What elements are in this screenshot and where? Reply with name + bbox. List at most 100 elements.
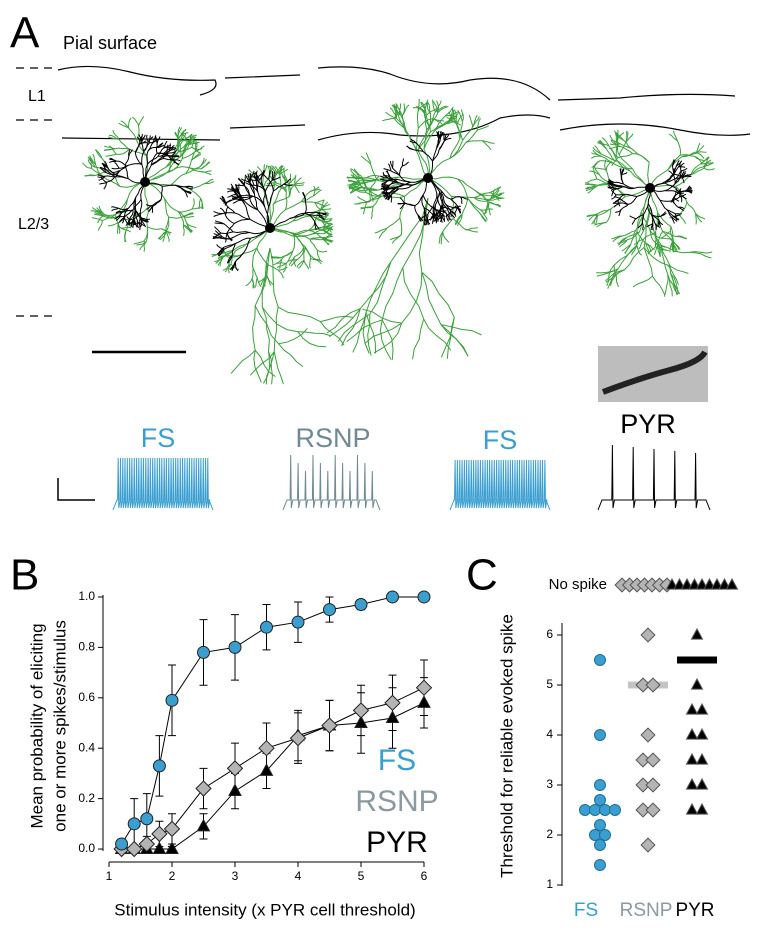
neurite bbox=[177, 127, 183, 138]
neurite bbox=[115, 214, 121, 221]
y-axis-title: Mean probability of eliciting bbox=[27, 623, 46, 828]
neurite bbox=[109, 160, 117, 163]
neurite bbox=[426, 214, 429, 223]
neurite bbox=[309, 258, 312, 269]
neurite bbox=[124, 156, 130, 166]
neurite bbox=[320, 199, 325, 210]
neurite bbox=[370, 206, 374, 220]
data-point bbox=[152, 841, 167, 855]
neurite bbox=[106, 169, 116, 178]
neurite bbox=[312, 257, 323, 263]
y-tick-label: 0.2 bbox=[78, 791, 95, 805]
neurite bbox=[277, 269, 284, 279]
neurite bbox=[432, 148, 438, 162]
neurite bbox=[143, 142, 150, 152]
data-point bbox=[258, 740, 275, 757]
neurite bbox=[629, 215, 636, 220]
neurite bbox=[141, 151, 145, 165]
neurite bbox=[592, 146, 602, 155]
neurite bbox=[406, 145, 414, 151]
data-point bbox=[589, 804, 601, 816]
neurite bbox=[182, 212, 194, 218]
neurite bbox=[457, 109, 463, 122]
y-axis-title: one or more spikes/stimulus bbox=[50, 620, 69, 832]
neurite bbox=[317, 212, 325, 220]
neurite bbox=[449, 209, 452, 218]
neurite bbox=[689, 251, 713, 254]
neurite bbox=[652, 275, 666, 296]
neurite bbox=[273, 351, 284, 385]
neurite bbox=[368, 192, 383, 203]
neurite bbox=[397, 202, 406, 205]
neurite bbox=[95, 164, 104, 177]
neurite bbox=[217, 248, 225, 257]
neurite bbox=[182, 216, 194, 218]
neurite bbox=[695, 213, 706, 220]
neurite bbox=[224, 206, 229, 216]
neurite bbox=[268, 190, 274, 207]
neurite bbox=[658, 245, 661, 257]
neurite bbox=[431, 216, 435, 224]
neurite bbox=[230, 261, 236, 271]
neurite bbox=[104, 175, 115, 178]
neurite bbox=[402, 267, 425, 320]
pial-label: Pial surface bbox=[63, 33, 157, 53]
data-point bbox=[635, 802, 651, 818]
neurite bbox=[489, 201, 501, 208]
neurite bbox=[365, 312, 377, 354]
neurite bbox=[663, 274, 669, 297]
neurite bbox=[617, 245, 637, 270]
data-point bbox=[354, 715, 368, 728]
neurite bbox=[283, 168, 286, 179]
neurite bbox=[617, 239, 628, 244]
neurite bbox=[433, 215, 440, 222]
median-bar bbox=[677, 656, 717, 664]
neurite bbox=[675, 185, 688, 203]
neurite bbox=[136, 220, 142, 228]
data-point bbox=[685, 702, 699, 715]
neurite bbox=[297, 260, 305, 269]
neurite bbox=[356, 201, 369, 205]
neurite bbox=[315, 209, 322, 219]
neurite bbox=[181, 144, 187, 159]
neurite bbox=[624, 247, 645, 271]
neurite bbox=[432, 149, 440, 162]
neurite bbox=[189, 188, 201, 199]
neurite bbox=[615, 133, 618, 145]
neurite bbox=[273, 183, 284, 192]
data-point bbox=[645, 802, 661, 818]
neurite bbox=[585, 186, 597, 192]
neurite bbox=[104, 215, 119, 219]
neurite bbox=[619, 145, 633, 154]
neurite bbox=[373, 322, 403, 354]
neurite bbox=[405, 131, 419, 151]
neurite bbox=[381, 267, 404, 320]
data-point bbox=[695, 752, 709, 765]
neurite bbox=[303, 260, 309, 270]
neurite bbox=[261, 307, 270, 352]
data-point bbox=[260, 620, 273, 634]
neurite bbox=[676, 235, 687, 239]
neurite bbox=[592, 165, 600, 176]
neurite bbox=[146, 204, 153, 210]
neurite bbox=[424, 113, 428, 131]
neurite bbox=[685, 189, 693, 192]
data-point bbox=[635, 777, 651, 793]
neurite bbox=[128, 163, 142, 166]
neurite bbox=[111, 206, 119, 209]
neurite bbox=[386, 217, 401, 229]
neurite bbox=[302, 191, 306, 202]
neurite bbox=[398, 184, 412, 187]
neurite bbox=[283, 183, 293, 187]
neurite bbox=[413, 149, 424, 152]
neurite bbox=[618, 141, 627, 156]
neurite bbox=[601, 137, 610, 147]
data-point bbox=[645, 677, 661, 693]
neurite bbox=[670, 273, 681, 295]
neurite bbox=[440, 205, 451, 211]
neurite bbox=[620, 204, 629, 210]
neurite bbox=[399, 217, 403, 235]
neurite bbox=[593, 213, 598, 225]
neurite bbox=[183, 190, 192, 194]
neurite bbox=[589, 170, 600, 176]
